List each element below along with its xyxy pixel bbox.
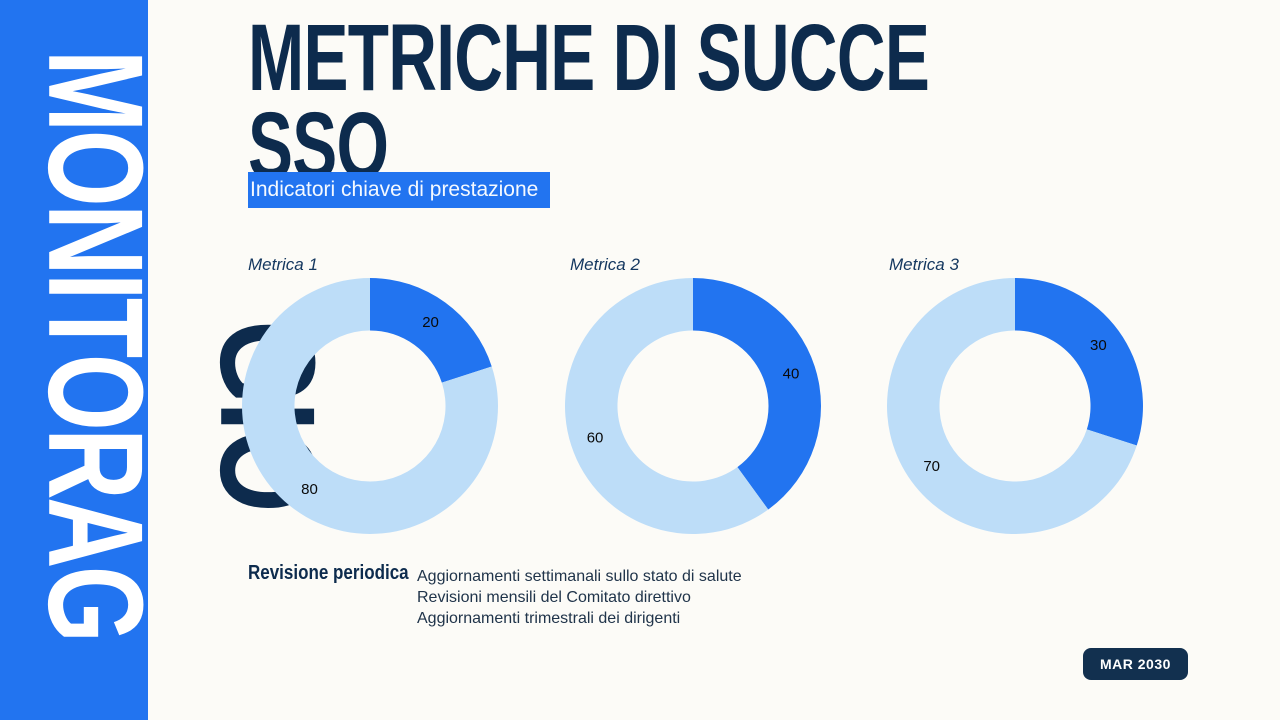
page-title: METRICHE DI SUCCE SSO	[248, 5, 930, 194]
donut-segment	[887, 278, 1137, 534]
donut-value-label: 70	[923, 458, 940, 475]
date-badge: MAR 2030	[1083, 648, 1188, 680]
review-list: Aggiornamenti settimanali sullo stato di…	[417, 566, 742, 629]
donut-segment	[693, 278, 821, 510]
chart-label-metrica-3: Metrica 3	[889, 255, 959, 274]
donut-segment	[242, 278, 498, 534]
subtitle-highlight: Indicatori chiave di prestazione	[248, 172, 551, 208]
chart-label-metrica-1: Metrica 1	[248, 255, 318, 274]
chart-label-metrica-2: Metrica 2	[570, 255, 640, 274]
donut-value-label: 60	[587, 429, 604, 446]
donut-value-label: 20	[422, 314, 439, 331]
donut-value-label: 40	[783, 366, 800, 383]
donut-chart-metrica-2: 40 60	[558, 271, 828, 541]
donut-chart-metrica-3: 30 70	[880, 271, 1150, 541]
review-item-2: Revisioni mensili del Comitato direttivo	[417, 589, 691, 606]
vertical-title-primary: MONITORAG	[20, 49, 172, 641]
donut-chart-metrica-1: 20 80	[235, 271, 505, 541]
donut-segment	[1015, 278, 1143, 446]
left-accent-band	[0, 0, 148, 720]
donut-value-label: 30	[1090, 337, 1107, 354]
donut-value-label: 80	[301, 481, 318, 498]
review-heading: Revisione periodica	[248, 562, 409, 584]
review-item-1: Aggiornamenti settimanali sullo stato di…	[417, 568, 742, 585]
review-item-3: Aggiornamenti trimestrali dei dirigenti	[417, 610, 681, 627]
page-title-line1: METRICHE DI SUCCE	[248, 5, 930, 111]
donut-segment	[370, 278, 492, 383]
donut-segment	[564, 278, 769, 534]
